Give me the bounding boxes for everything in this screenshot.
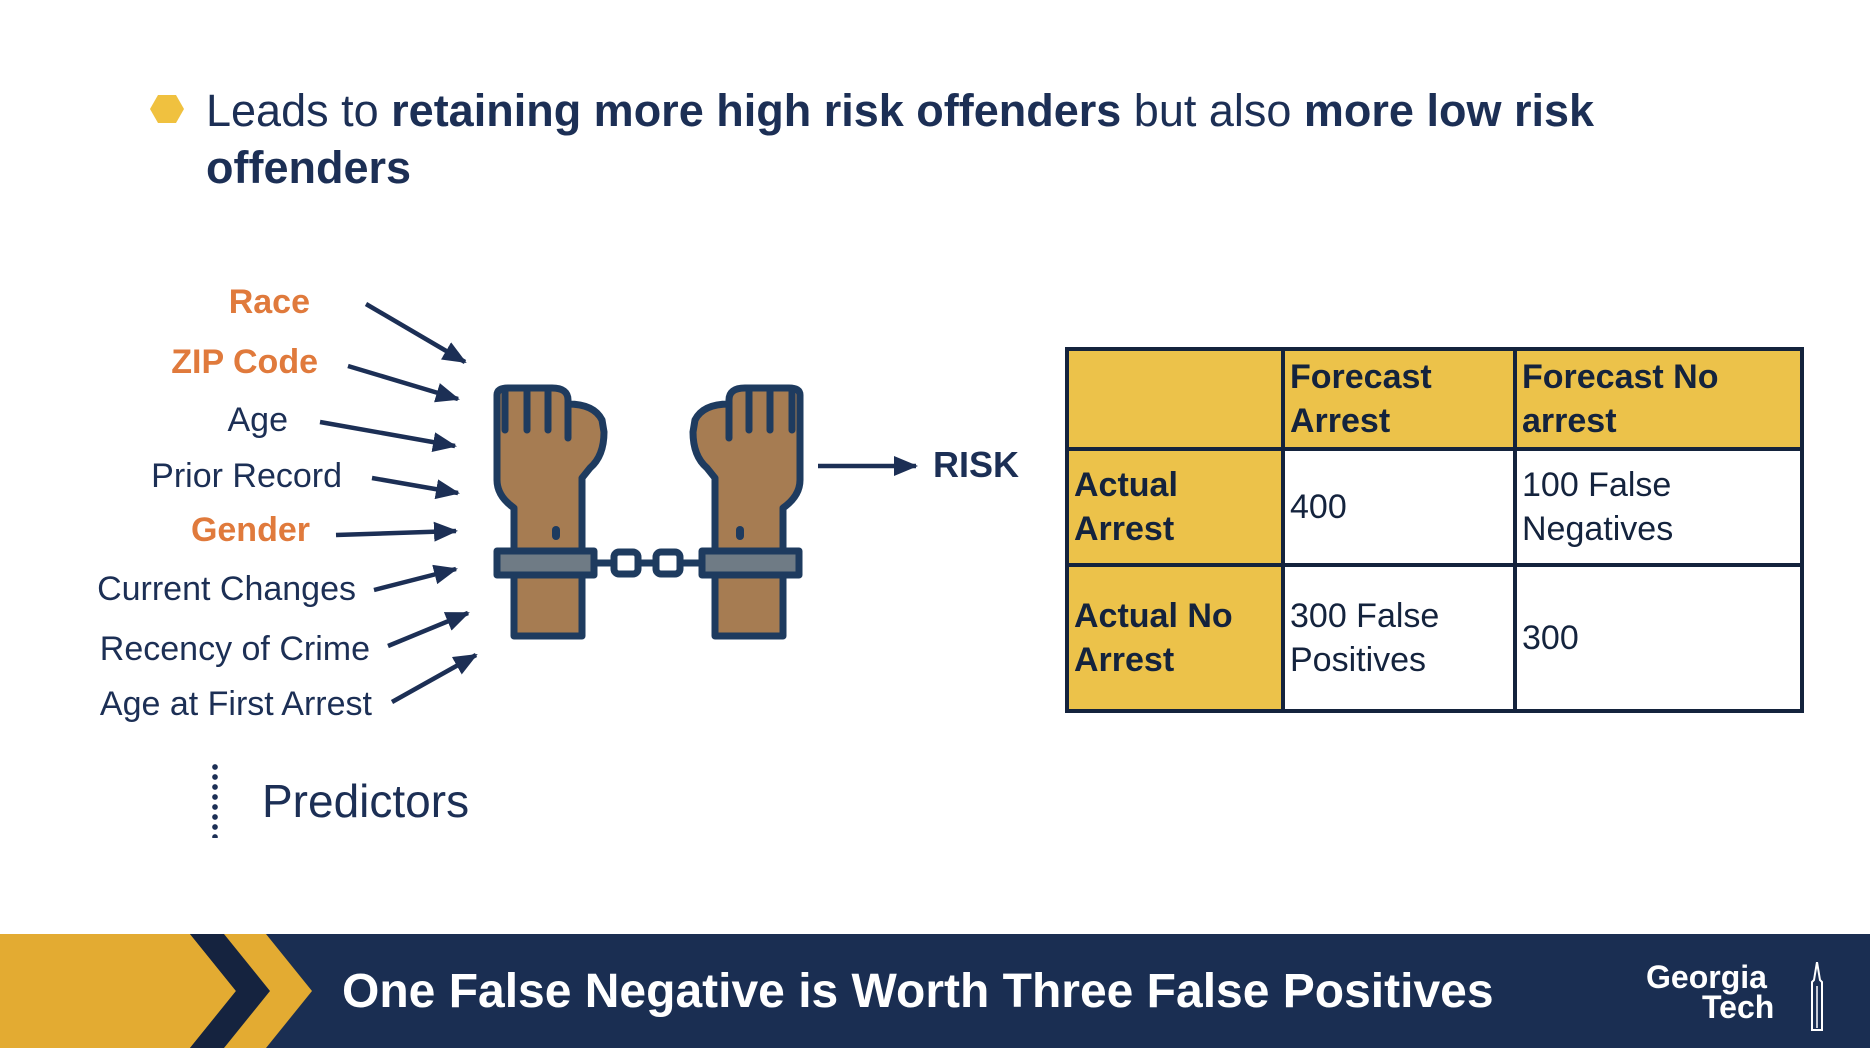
- matrix-cell-false-positives: 300 False Positives: [1281, 563, 1517, 713]
- predictor-recency-of-crime: Recency of Crime: [99, 630, 370, 668]
- predictors-ellipsis: [212, 762, 218, 838]
- matrix-row-actual-arrest: Actual Arrest 400 100 False Negatives: [1065, 447, 1804, 567]
- footer-title: One False Negative is Worth Three False …: [342, 965, 1494, 1018]
- bullet-text-part1: Leads to: [206, 85, 392, 136]
- predictor-zip-code: ZIP Code: [171, 343, 318, 381]
- chevron-accent-icon: [0, 934, 312, 1048]
- predictor-race: Race: [228, 283, 310, 321]
- arrow-zip-code: [347, 363, 460, 403]
- matrix-row-label: Actual Arrest: [1065, 447, 1285, 567]
- arrow-prior-record: [371, 475, 460, 500]
- matrix-row-label: Actual No Arrest: [1065, 563, 1285, 713]
- confusion-matrix: Forecast Arrest Forecast No arrest Actua…: [1065, 347, 1804, 713]
- hexagon-bullet-icon: [150, 95, 184, 123]
- georgia-tech-logo: Georgia Tech: [1640, 959, 1830, 1034]
- matrix-header-forecast-arrest: Forecast Arrest: [1281, 347, 1517, 451]
- bullet-text-part2: but also: [1121, 85, 1304, 136]
- arrow-age: [319, 419, 457, 452]
- bullet-text-bold2: more low risk offenders: [206, 85, 1595, 193]
- matrix-header-row: Forecast Arrest Forecast No arrest: [1065, 347, 1804, 451]
- bullet-text: Leads to retaining more high risk offend…: [206, 82, 1726, 196]
- bullet-text-bold1: retaining more high risk offenders: [391, 85, 1122, 136]
- logo-line1: Georgia: [1646, 959, 1767, 995]
- matrix-cell-true-negatives: 300: [1513, 563, 1804, 713]
- predictor-current-changes: Current Changes: [97, 570, 356, 608]
- predictor-age: Age: [227, 401, 289, 439]
- predictor-gender: Gender: [190, 511, 310, 549]
- matrix-cell-false-negatives: 100 False Negatives: [1513, 447, 1804, 567]
- arrow-age-at-first-arrest: [390, 653, 478, 704]
- predictor-age-at-first-arrest: Age at First Arrest: [99, 685, 372, 723]
- matrix-header-forecast-no-arrest: Forecast No arrest: [1513, 347, 1804, 451]
- risk-label: RISK: [933, 444, 1020, 485]
- predictor-prior-record: Prior Record: [151, 457, 342, 495]
- handcuffed-hands-icon: [493, 384, 804, 640]
- footer-bar: One False Negative is Worth Three False …: [0, 934, 1870, 1048]
- arrow-current-changes: [373, 564, 458, 593]
- arrow-recency-of-crime: [387, 610, 470, 649]
- matrix-row-actual-no-arrest: Actual No Arrest 300 False Positives 300: [1065, 563, 1804, 713]
- matrix-cell-true-positives: 400: [1281, 447, 1517, 567]
- arrow-gender: [335, 521, 458, 542]
- logo-line2: Tech: [1702, 989, 1775, 1025]
- arrow-race: [364, 302, 467, 364]
- matrix-corner-cell: [1065, 347, 1285, 451]
- predictors-caption: Predictors: [262, 775, 470, 827]
- tech-tower-icon: [1811, 962, 1823, 1031]
